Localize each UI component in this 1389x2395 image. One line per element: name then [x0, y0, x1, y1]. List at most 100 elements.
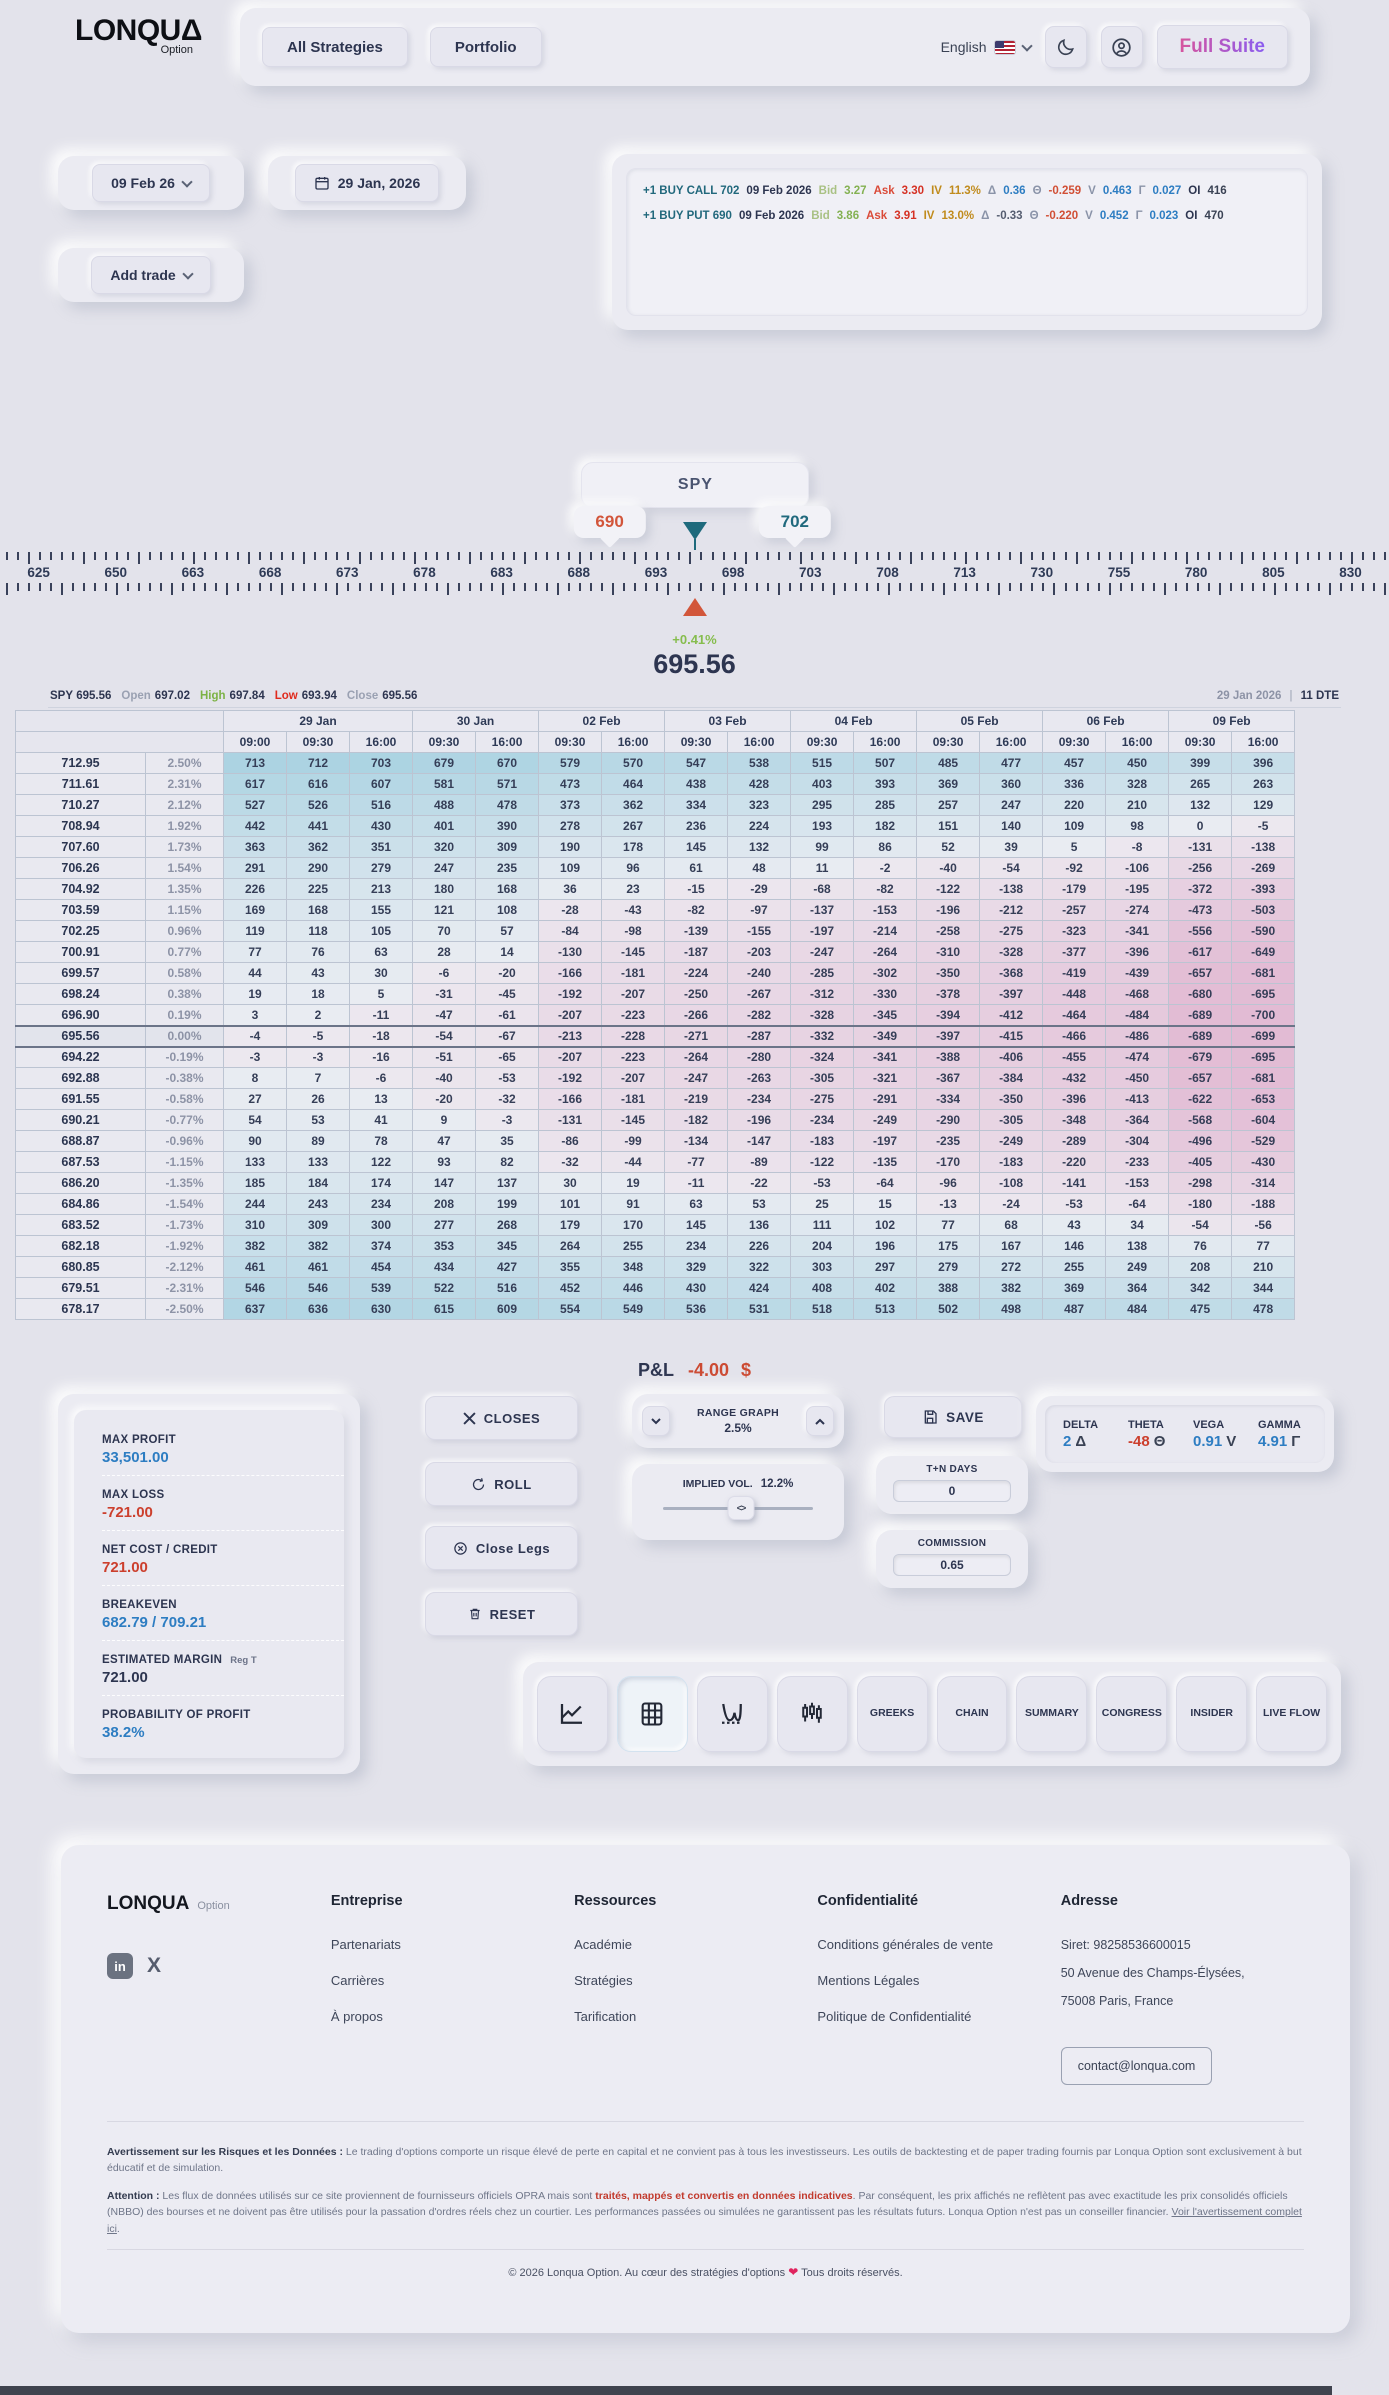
linkedin-icon[interactable]: in: [107, 1953, 133, 1979]
pl-cell: -214: [853, 920, 918, 942]
row-percent: 1.73%: [145, 836, 224, 858]
tab-insider[interactable]: INSIDER: [1176, 1676, 1248, 1752]
row-price: 683.52: [15, 1214, 146, 1236]
full-disclaimer-link[interactable]: Voir l'avertissement complet ici: [107, 2206, 1302, 2235]
pl-cell: 34: [1105, 1214, 1170, 1236]
pl-cell: 25: [790, 1193, 855, 1215]
tab-table-grid[interactable]: [616, 1676, 688, 1752]
current-price-marker-bottom[interactable]: [683, 598, 708, 616]
ruler-label: 708: [876, 565, 899, 580]
payoff-curve-icon: [722, 1703, 743, 1724]
current-price-marker-top[interactable]: [683, 522, 708, 540]
time-column-header: 09:30: [664, 731, 729, 753]
marker-stem: [694, 539, 697, 550]
pl-cell: 382: [286, 1235, 350, 1257]
logo-delta-icon: Δ: [180, 14, 203, 47]
tab-summary[interactable]: SUMMARY: [1016, 1676, 1088, 1752]
time-column-header: 16:00: [727, 731, 792, 753]
language-selector[interactable]: English: [941, 39, 1033, 55]
pl-cell: 86: [853, 836, 918, 858]
range-decrease-button[interactable]: [642, 1406, 670, 1436]
pl-cell: 182: [853, 815, 918, 837]
account-button[interactable]: [1100, 26, 1143, 68]
stat-max-loss: MAX LOSS -721.00: [102, 1489, 344, 1531]
footer-link[interactable]: À propos: [330, 2009, 383, 2024]
tab-congress[interactable]: CONGRESS: [1096, 1676, 1168, 1752]
closes-button[interactable]: CLOSES: [425, 1396, 578, 1440]
pl-cell: 133: [223, 1151, 287, 1173]
pl-cell: -287: [727, 1024, 792, 1048]
footer-link[interactable]: Partenariats: [330, 1937, 401, 1952]
contact-email-button[interactable]: contact@lonqua.com: [1060, 2046, 1213, 2085]
full-suite-button[interactable]: Full Suite: [1156, 25, 1288, 69]
slider-handle[interactable]: <>: [727, 1496, 755, 1520]
pl-cell: 108: [475, 899, 540, 921]
row-percent: -1.35%: [145, 1172, 224, 1194]
trade-leg[interactable]: +1 BUY CALL 702 09 Feb 2026 Bid 3.27 Ask 3.30…: [643, 185, 1227, 197]
add-trade-button[interactable]: Add trade: [91, 256, 211, 294]
implied-vol-slider[interactable]: <>: [663, 1496, 813, 1520]
pl-cell: 291: [223, 857, 287, 879]
footer-link[interactable]: Stratégies: [574, 1973, 633, 1988]
pl-cell: 178: [601, 836, 666, 858]
pl-cell: -99: [601, 1130, 666, 1152]
pl-cell: -439: [1105, 962, 1170, 984]
range-graph-label: RANGE GRAPH: [696, 1407, 780, 1419]
pl-cell: 478: [1231, 1298, 1296, 1320]
pl-cell: 487: [1042, 1298, 1107, 1320]
pl-cell: 518: [790, 1298, 855, 1320]
close-legs-button[interactable]: Close Legs: [425, 1526, 578, 1570]
reset-button[interactable]: RESET: [425, 1592, 578, 1636]
range-increase-button[interactable]: [806, 1406, 834, 1436]
footer-link[interactable]: Politique de Confidentialité: [817, 2009, 972, 2024]
pl-cell: -302: [853, 962, 918, 984]
save-button[interactable]: SAVE: [884, 1396, 1022, 1438]
footer-link[interactable]: Carrières: [330, 1973, 385, 1988]
expiry-select[interactable]: 09 Feb 26: [92, 164, 210, 202]
chevron-up-icon: [815, 1418, 825, 1425]
pl-cell: 145: [664, 836, 729, 858]
roll-button[interactable]: ROLL: [425, 1462, 578, 1506]
date-column-header: 30 Jan: [412, 710, 540, 732]
tab-live-flow[interactable]: LIVE FLOW: [1256, 1676, 1328, 1752]
footer-link[interactable]: Académie: [574, 1937, 632, 1952]
pl-cell: 670: [475, 752, 540, 774]
pl-cell: 77: [223, 941, 287, 963]
trade-date-picker[interactable]: 29 Jan, 2026: [294, 164, 440, 202]
tab-payoff-curve[interactable]: [696, 1676, 768, 1752]
upper-strike-badge[interactable]: 702: [758, 506, 831, 538]
commission-input[interactable]: 0.65: [893, 1554, 1011, 1576]
nav-portfolio-button[interactable]: Portfolio: [429, 27, 542, 67]
nav-all-strategies-button[interactable]: All Strategies: [262, 27, 408, 67]
matrix-row: 707.60 1.73% 363 362 351 320 309 190 178 145 132 99…: [15, 836, 1296, 858]
pl-cell: 373: [538, 794, 603, 816]
pl-cell: 19: [601, 1172, 666, 1194]
tab-chain[interactable]: CHAIN: [936, 1676, 1008, 1752]
pl-cell: -98: [601, 920, 666, 942]
row-percent: -2.50%: [145, 1298, 224, 1320]
pl-cell: 401: [412, 815, 477, 837]
footer-link[interactable]: Tarification: [574, 2009, 637, 2024]
change-percent: +0.41%: [672, 632, 717, 647]
pl-cell: 570: [601, 752, 666, 774]
footer-link[interactable]: Conditions générales de vente: [817, 1937, 994, 1952]
pl-cell: -689: [1168, 1024, 1233, 1048]
dark-mode-button[interactable]: [1044, 26, 1087, 68]
pl-cell: -396: [1105, 941, 1170, 963]
x-twitter-icon[interactable]: X: [147, 1954, 162, 1977]
tab-candlestick[interactable]: [776, 1676, 848, 1752]
tab-greeks[interactable]: GREEKS: [856, 1676, 928, 1752]
pl-cell: 89: [286, 1130, 350, 1152]
tab-line-chart[interactable]: [537, 1676, 608, 1752]
time-column-header: 09:30: [1168, 731, 1233, 753]
pl-cell: 475: [1168, 1298, 1233, 1320]
logo-subtitle: Option: [160, 44, 193, 56]
tn-days-input[interactable]: 0: [893, 1480, 1011, 1502]
greek-gamma: GAMMA 4.91 Γ: [1258, 1418, 1301, 1450]
row-price: 694.22: [15, 1046, 146, 1068]
trade-leg[interactable]: +1 BUY PUT 690 09 Feb 2026 Bid 3.86 Ask 3.91 I…: [643, 210, 1224, 222]
lower-strike-badge[interactable]: 690: [573, 506, 646, 538]
pl-cell: -53: [1042, 1193, 1107, 1215]
footer-link[interactable]: Mentions Légales: [817, 1973, 920, 1988]
pl-cell: 424: [727, 1277, 792, 1299]
